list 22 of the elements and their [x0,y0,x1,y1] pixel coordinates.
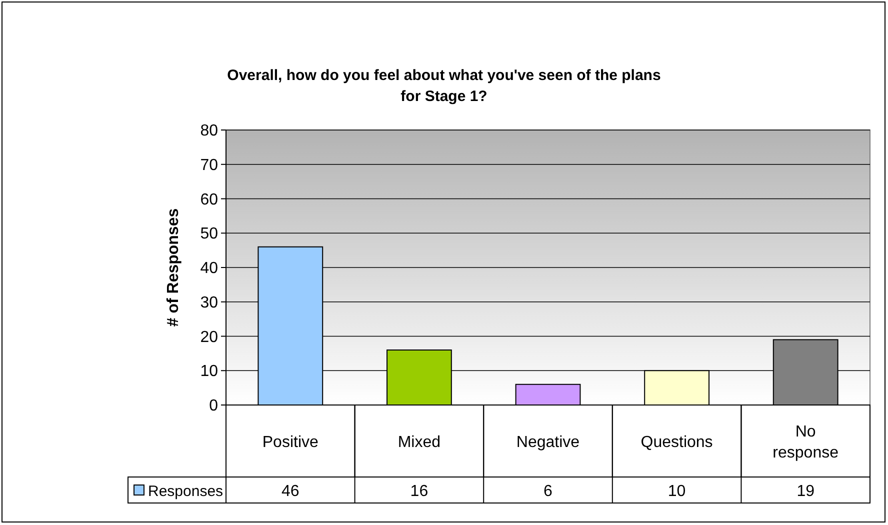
y-tick-label: 70 [200,156,218,174]
y-tick-label: 0 [209,398,218,415]
data-label: 19 [796,483,815,500]
y-tick-label: 10 [200,363,218,380]
y-tick-label: 60 [200,191,218,208]
data-label: 6 [544,483,553,500]
data-label: 16 [410,483,428,500]
x-tick-label: No response [772,424,839,462]
y-tick-label: 40 [200,260,218,278]
x-tick-label: Positive [262,434,319,451]
y-tick-label: 80 [200,122,218,140]
x-tick-label: Negative [516,434,580,451]
data-label: 46 [282,483,300,500]
y-tick-label: 50 [200,226,218,243]
data-label: 10 [668,483,686,500]
x-tick-label: Questions [640,434,713,451]
y-tick-label: 20 [200,328,218,346]
chart-title: Overall, how do you feel about what you've seen of the plans for Stage 1? [227,67,661,105]
legend-label: Responses [148,483,224,500]
y-axis-title: # of Responses [165,208,182,327]
x-tick-label: Mixed [398,434,441,451]
y-tick-label: 30 [200,294,218,312]
